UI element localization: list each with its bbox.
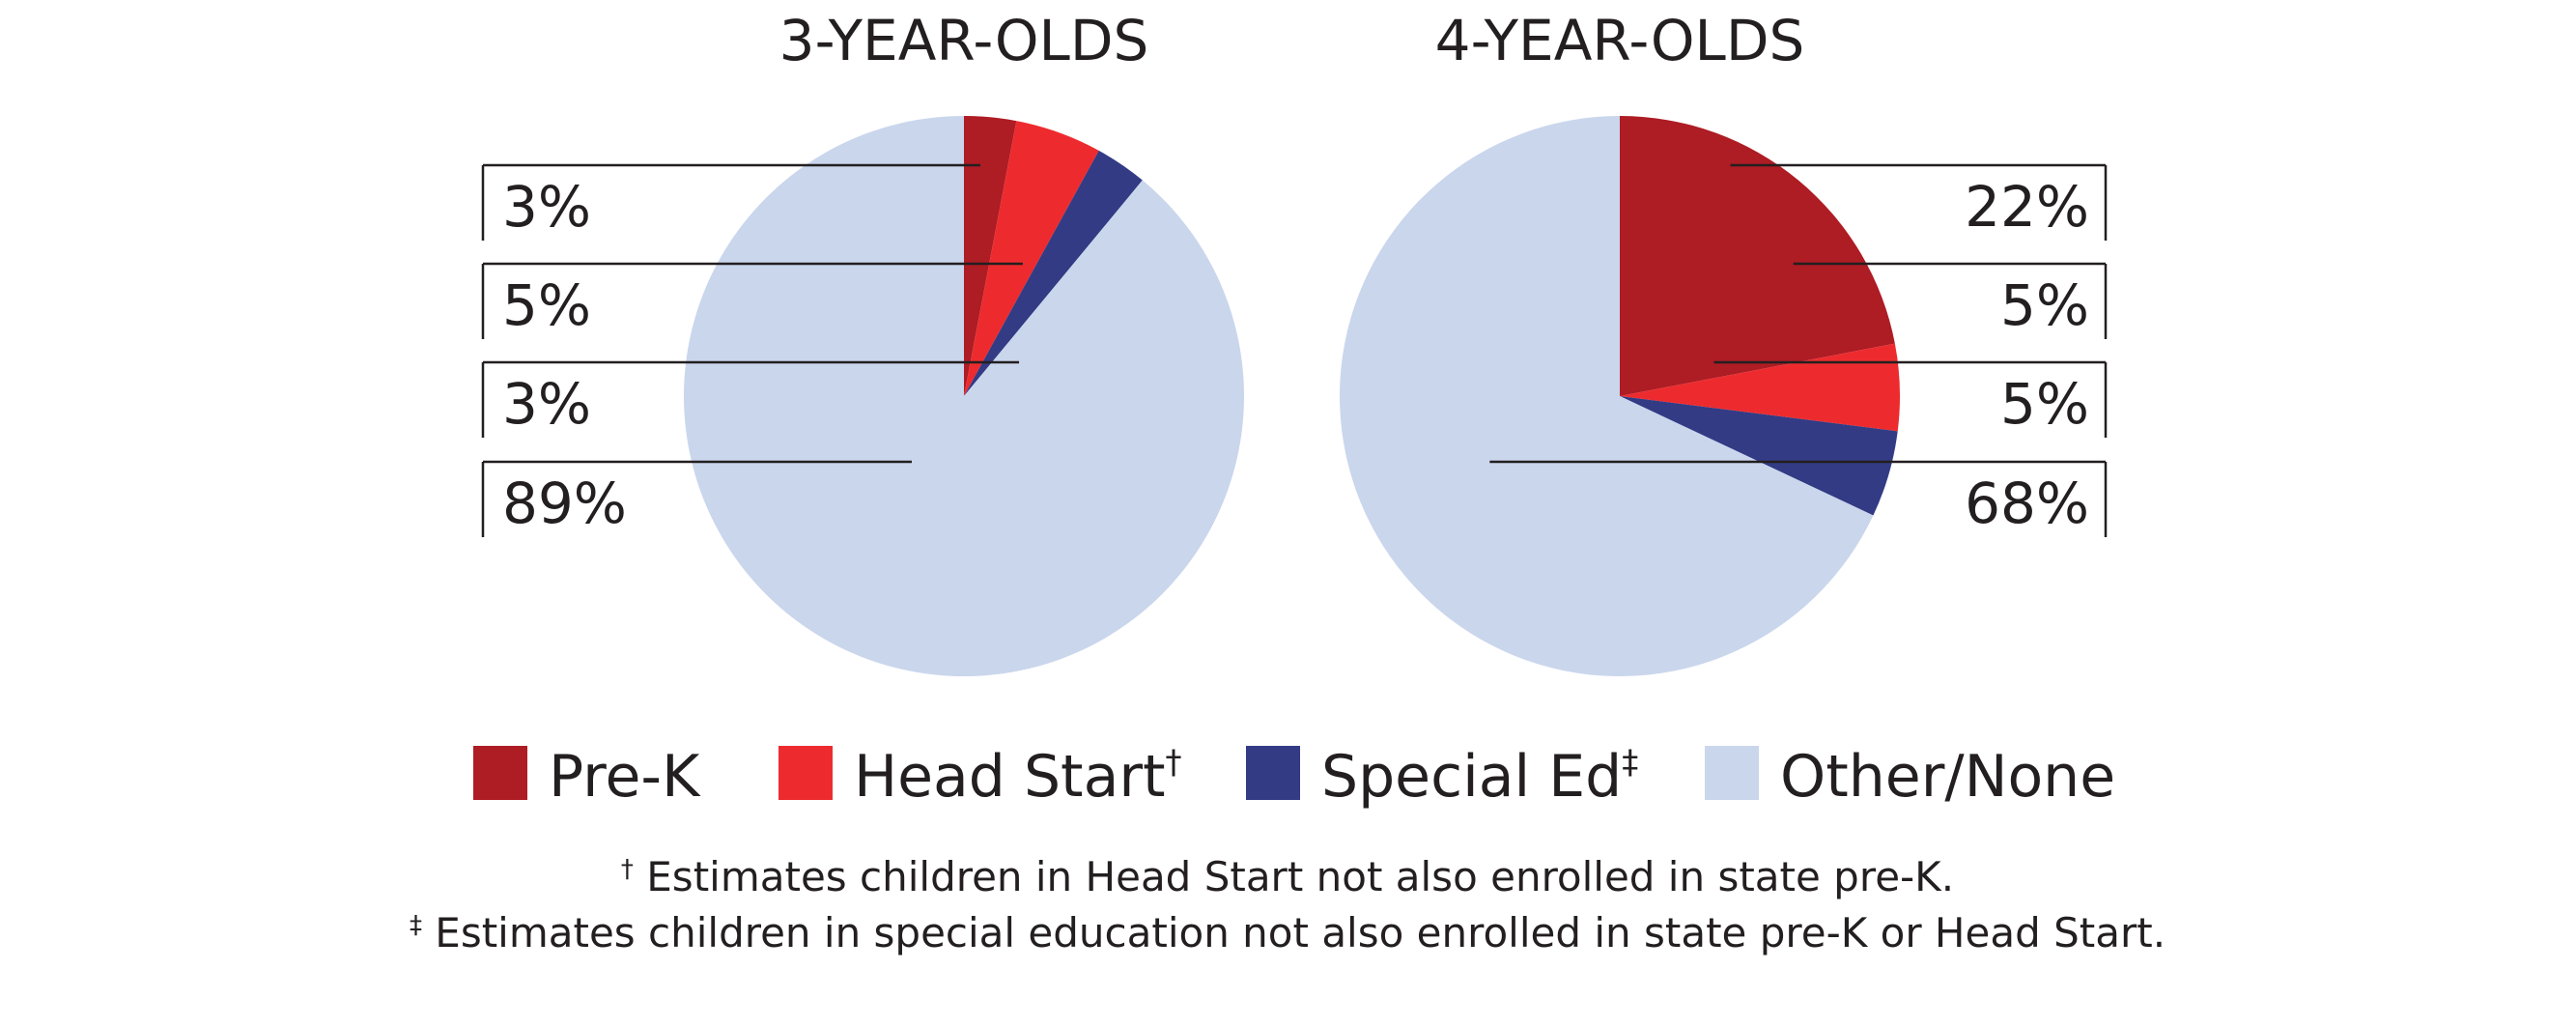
legend-swatch: [1705, 746, 1759, 800]
pie-slice-head-start: [1620, 343, 1900, 432]
legend-item-special-ed: Special Ed‡: [1246, 743, 1638, 811]
footnotes: † Estimates children in Head Start not a…: [410, 853, 2166, 956]
pie-slice-other-none: [684, 116, 1244, 676]
value-label-other-none: 89%: [502, 471, 627, 536]
legend-item-pre-k: Pre-K: [473, 743, 701, 811]
legend-swatch: [1246, 746, 1300, 800]
chart-title: 4-YEAR-OLDS: [1435, 8, 1805, 73]
pie-slice-special-ed: [1620, 396, 1898, 516]
pie-slice-pre-k: [1620, 116, 1895, 396]
legend: Pre-K Head Start† Special Ed‡ Other/None: [473, 743, 2115, 811]
value-label-special-ed: 3%: [502, 371, 591, 437]
pie-slice-head-start: [964, 121, 1099, 397]
value-label-other-none: 68%: [1965, 471, 2089, 536]
footnote: ‡ Estimates children in special educatio…: [410, 909, 2166, 956]
legend-label: Special Ed‡: [1321, 743, 1638, 811]
legend-item-other-none: Other/None: [1705, 743, 2115, 811]
value-label-head-start: 5%: [2000, 272, 2089, 338]
value-label-pre-k: 3%: [502, 174, 591, 240]
pie-chart-4-year-olds: 4-YEAR-OLDS 22% 5% 5% 68%: [1340, 8, 2108, 676]
legend-swatch: [778, 746, 833, 800]
legend-label: Head Start†: [854, 743, 1182, 811]
value-label-head-start: 5%: [502, 272, 591, 338]
value-label-special-ed: 5%: [2000, 371, 2089, 437]
legend-swatch: [473, 746, 527, 800]
pie-slice-special-ed: [964, 150, 1143, 396]
pie-slice-pre-k: [964, 116, 1017, 396]
chart-title: 3-YEAR-OLDS: [779, 8, 1149, 73]
pie-chart-3-year-olds: 3-YEAR-OLDS 3% 5% 3% 89%: [481, 8, 1244, 676]
footnote: † Estimates children in Head Start not a…: [621, 853, 1954, 900]
value-label-pre-k: 22%: [1965, 174, 2089, 240]
legend-item-head-start: Head Start†: [778, 743, 1182, 811]
legend-label: Other/None: [1780, 743, 2115, 811]
legend-label: Pre-K: [549, 743, 701, 811]
pie-slice-other-none: [1340, 116, 1874, 676]
